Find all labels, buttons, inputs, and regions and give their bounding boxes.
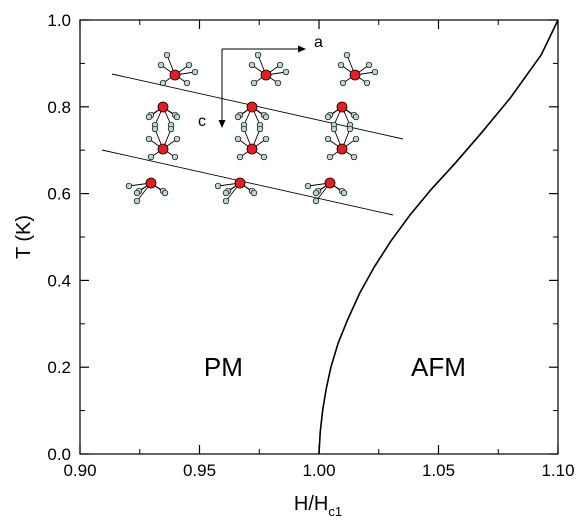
inset-ligand-atom [151, 125, 159, 133]
inset-ligand-atom [346, 125, 354, 133]
x-tick-label: 0.95 [183, 461, 216, 480]
inset-metal-atom [157, 101, 169, 113]
inset-metal-atom [246, 101, 258, 113]
inset-axis-c-arrowhead [218, 120, 226, 128]
plot-area-frame [79, 19, 559, 455]
x-axis-label-subscript: c1 [328, 504, 342, 519]
inset-ligand-atom [363, 79, 371, 87]
inset-metal-atom [336, 143, 348, 155]
inset-metal-atom [234, 177, 246, 189]
inset-ligand-atom [234, 135, 242, 143]
inset-ligand-atom [350, 153, 358, 161]
inset-ligand-atom [250, 189, 258, 197]
phase-boundary-line [318, 19, 559, 455]
annotation-pm: PM [204, 352, 243, 382]
axis-ticks [79, 19, 559, 455]
inset-metal-atom [336, 101, 348, 113]
inset-metal-atom [324, 177, 336, 189]
inset-ligand-atom [161, 189, 169, 197]
inset-ligand-atom [222, 197, 230, 205]
inset-ligand-atom [352, 113, 360, 121]
inset-axis-a-arrowhead [298, 45, 306, 53]
y-tick-label: 0.4 [47, 271, 71, 290]
inset-metal-atom [157, 143, 169, 155]
crystal-structure-inset: a c [101, 34, 404, 216]
inset-ligand-atom [214, 182, 222, 190]
inset-ligand-atom [256, 125, 264, 133]
inset-ligand-atom [352, 135, 360, 143]
inset-ligand-atom [183, 79, 191, 87]
x-tick-label: 1.00 [302, 461, 335, 480]
inset-metal-atom [145, 177, 157, 189]
inset-ligand-atom [343, 51, 351, 59]
inset-ligand-atom [167, 125, 175, 133]
inset-axis-c-label: c [198, 113, 206, 130]
y-tick-label: 1.0 [47, 11, 71, 30]
inset-ligand-atom [254, 51, 262, 59]
inset-ligand-atom [371, 68, 379, 76]
inset-metal-atom [349, 69, 361, 81]
inset-ligand-atom [147, 153, 155, 161]
inset-ligand-atom [262, 113, 270, 121]
inset-metal-atom [246, 143, 258, 155]
y-axis-label: T (K) [13, 215, 35, 259]
inset-ligand-atom [133, 197, 141, 205]
y-tick-label: 0.2 [47, 358, 71, 377]
y-tick-label: 0.0 [47, 445, 71, 464]
inset-ligand-atom [157, 61, 165, 69]
inset-ligand-atom [262, 135, 270, 143]
y-tick-label: 0.8 [47, 98, 71, 117]
inset-ligand-atom [171, 153, 179, 161]
inset-ligand-atom [145, 135, 153, 143]
inset-ligand-atom [125, 182, 133, 190]
inset-ligand-atom [191, 68, 199, 76]
inset-ligand-atom [324, 113, 332, 121]
inset-ligand-atom [222, 189, 230, 197]
inset-ligand-atom [274, 79, 282, 87]
inset-axis-a-label: a [314, 34, 323, 51]
inset-ligand-atom [159, 79, 167, 87]
inset-ligand-atom [337, 61, 345, 69]
inset-ligand-atom [330, 125, 338, 133]
inset-ligand-atom [163, 51, 171, 59]
inset-metal-atom [169, 69, 181, 81]
annotation-afm: AFM [411, 352, 466, 382]
x-tick-label: 0.90 [63, 461, 96, 480]
inset-metal-atom [260, 69, 272, 81]
inset-ligand-atom [324, 135, 332, 143]
inset-ligand-atom [234, 113, 242, 121]
inset-ligand-atom [276, 61, 284, 69]
x-tick-label: 1.05 [422, 461, 455, 480]
inset-ligand-atom [145, 113, 153, 121]
inset-ligand-atom [340, 189, 348, 197]
inset-ligand-atom [260, 153, 268, 161]
inset-atoms [125, 51, 379, 205]
axis-tick-labels: 0.90 0.95 1.00 1.05 1.10 0.0 0.2 0.4 0.6 0.8 1.0 [47, 11, 574, 480]
inset-ligand-atom [326, 153, 334, 161]
inset-ligand-atom [312, 197, 320, 205]
inset-bond [101, 149, 394, 216]
x-axis-label-main: H/H [294, 493, 328, 515]
inset-ligand-atom [304, 182, 312, 190]
inset-ligand-atom [240, 125, 248, 133]
inset-ligand-atom [173, 135, 181, 143]
inset-ligand-atom [173, 113, 181, 121]
inset-ligand-atom [282, 68, 290, 76]
inset-ligand-atom [248, 61, 256, 69]
inset-ligand-atom [236, 153, 244, 161]
x-tick-label: 1.10 [541, 461, 574, 480]
inset-ligand-atom [250, 79, 258, 87]
inset-ligand-atom [185, 61, 193, 69]
inset-ligand-atom [365, 61, 373, 69]
inset-ligand-atom [133, 189, 141, 197]
y-tick-label: 0.6 [47, 185, 71, 204]
x-axis-label: H/Hc1 [294, 493, 342, 519]
inset-ligand-atom [339, 79, 347, 87]
inset-ligand-atom [312, 189, 320, 197]
